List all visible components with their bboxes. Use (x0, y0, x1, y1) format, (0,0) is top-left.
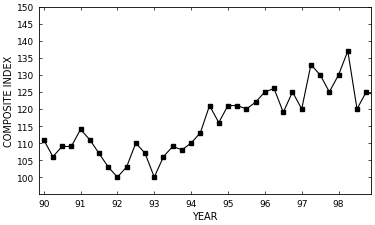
Y-axis label: COMPOSITE INDEX: COMPOSITE INDEX (4, 56, 14, 146)
X-axis label: YEAR: YEAR (192, 211, 218, 221)
